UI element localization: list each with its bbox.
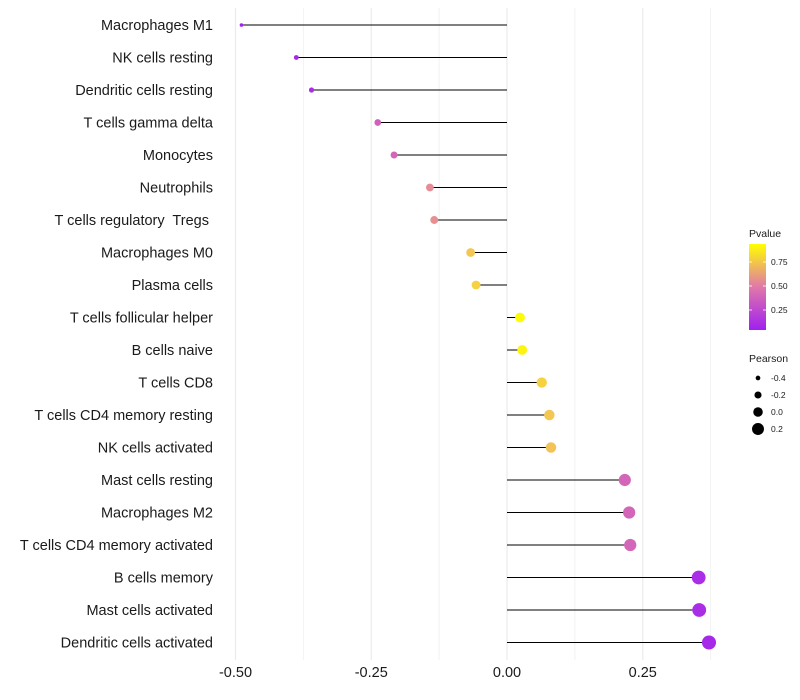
data-point — [517, 345, 528, 355]
y-axis-label: Macrophages M2 — [101, 506, 213, 522]
y-axis-label: B cells naive — [132, 343, 213, 359]
y-axis-label: T cells CD4 memory resting — [34, 408, 213, 424]
data-point — [515, 312, 525, 323]
y-axis-label: T cells follicular helper — [70, 311, 213, 327]
size-legend-label: 0.0 — [771, 407, 783, 417]
data-point — [691, 570, 706, 585]
y-axis-label: NK cells resting — [112, 51, 213, 67]
colorbar-tick-label: 0.75 — [771, 257, 788, 267]
colorbar-tick-label: 0.25 — [771, 305, 788, 315]
y-axis-label: NK cells activated — [98, 441, 213, 457]
data-point — [536, 377, 547, 388]
data-point — [390, 151, 398, 159]
data-point — [430, 216, 439, 224]
data-point — [471, 280, 481, 290]
data-point — [545, 442, 557, 453]
x-tick-label: -0.50 — [219, 665, 252, 681]
size-legend-key — [755, 375, 761, 381]
y-axis-label: Dendritic cells activated — [61, 636, 213, 652]
y-axis-label: T cells regulatory Tregs — [55, 213, 214, 229]
y-axis-label: Monocytes — [143, 148, 213, 164]
size-legend-key — [752, 423, 764, 435]
y-axis-label: T cells gamma delta — [84, 116, 214, 132]
y-axis-label: Dendritic cells resting — [75, 83, 213, 99]
gridlines — [234, 8, 712, 660]
y-axis-label: Macrophages M0 — [101, 246, 213, 262]
y-axis-label: Plasma cells — [132, 278, 213, 294]
data-point — [425, 183, 434, 192]
data-point — [544, 409, 555, 421]
pvalue-colorbar — [749, 244, 766, 330]
data-point — [308, 87, 315, 93]
x-tick-label: -0.25 — [355, 665, 388, 681]
y-axis-label: Mast cells activated — [86, 603, 213, 619]
pvalue-legend: Pvalue 0.25 0.50 0.75 — [749, 228, 788, 330]
pearson-legend-title: Pearson — [749, 353, 788, 365]
size-legend-key — [753, 407, 763, 417]
y-axis-label: Mast cells resting — [101, 473, 213, 489]
size-legend-label: -0.2 — [771, 390, 786, 400]
y-axis-label: Neutrophils — [140, 181, 213, 197]
x-tick-label: 0.00 — [493, 665, 521, 681]
size-legend-key — [754, 391, 762, 399]
data-point — [466, 248, 475, 257]
pearson-legend: Pearson -0.4 -0.2 0.0 0.2 — [749, 353, 788, 435]
data-point — [374, 119, 382, 126]
lollipop-points — [239, 23, 717, 650]
size-legend-label: -0.4 — [771, 373, 786, 383]
y-axis-label: T cells CD8 — [138, 376, 213, 392]
pvalue-legend-title: Pvalue — [749, 228, 781, 240]
y-axis-label: Macrophages M1 — [101, 18, 213, 34]
colorbar-tick-label: 0.50 — [771, 281, 788, 291]
data-point — [618, 473, 631, 487]
size-legend-label: 0.2 — [771, 424, 783, 434]
data-point — [624, 538, 637, 552]
data-point — [692, 603, 707, 617]
data-point — [239, 23, 244, 27]
data-point — [701, 635, 717, 650]
data-point — [623, 506, 636, 519]
y-axis-labels: Macrophages M1 NK cells resting Dendritic … — [20, 18, 214, 652]
x-axis-ticks: -0.50 -0.25 0.00 0.25 — [219, 665, 657, 681]
data-point — [293, 55, 299, 60]
y-axis-label: B cells memory — [114, 571, 214, 587]
x-tick-label: 0.25 — [629, 665, 657, 681]
y-axis-label: T cells CD4 memory activated — [20, 538, 213, 554]
lollipop-segments — [241, 24, 709, 643]
